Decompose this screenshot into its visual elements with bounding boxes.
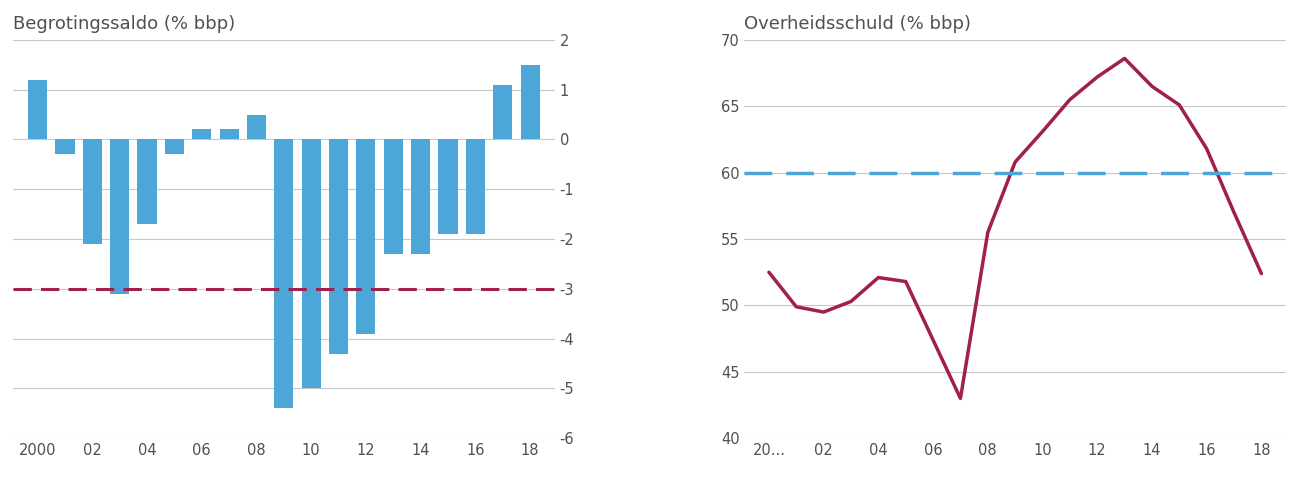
Text: Begrotingssaldo (% bbp): Begrotingssaldo (% bbp): [13, 15, 235, 33]
Bar: [110, 139, 130, 294]
Bar: [329, 139, 348, 354]
Bar: [247, 115, 266, 139]
Bar: [494, 85, 512, 139]
Bar: [192, 129, 212, 139]
Bar: [165, 139, 184, 154]
Bar: [383, 139, 403, 254]
Bar: [410, 139, 430, 254]
Bar: [301, 139, 321, 388]
Bar: [83, 139, 101, 244]
Bar: [138, 139, 157, 224]
Bar: [439, 139, 457, 234]
Bar: [56, 139, 74, 154]
Bar: [29, 80, 47, 139]
Bar: [521, 65, 539, 139]
Text: Overheidsschuld (% bbp): Overheidsschuld (% bbp): [744, 15, 972, 33]
Bar: [466, 139, 485, 234]
Bar: [274, 139, 294, 408]
Bar: [356, 139, 375, 334]
Bar: [220, 129, 239, 139]
